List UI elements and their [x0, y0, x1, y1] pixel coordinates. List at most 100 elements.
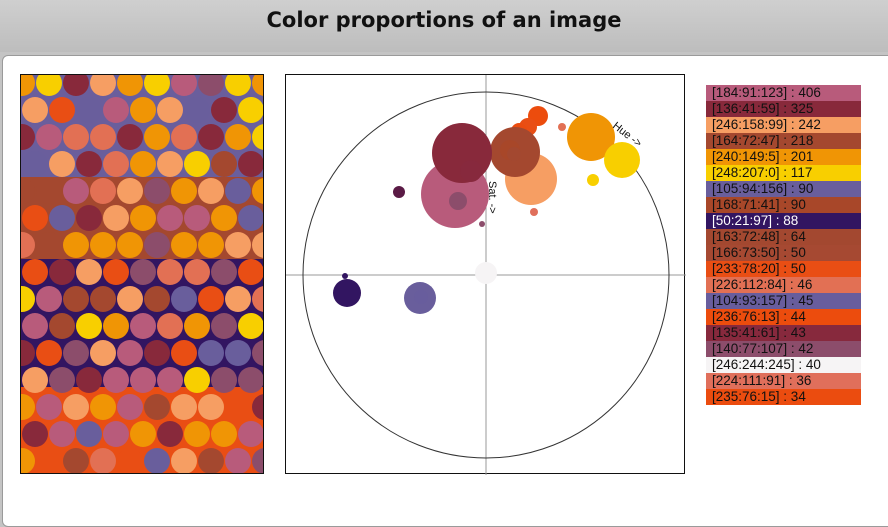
mosaic-dot	[90, 75, 116, 96]
mosaic-dot	[171, 448, 197, 473]
color-bubbles	[333, 106, 640, 314]
mosaic-dot	[157, 97, 183, 123]
mosaic-dot	[90, 448, 116, 473]
legend-entry: [248:207:0] : 117	[706, 165, 861, 181]
mosaic-dot	[157, 367, 183, 393]
mosaic-dot	[157, 421, 183, 447]
mosaic-dot	[22, 205, 48, 231]
mosaic-dot	[252, 448, 263, 473]
mosaic-dot	[238, 97, 263, 123]
mosaic-dot	[36, 124, 62, 150]
mosaic-dot	[211, 151, 237, 177]
mosaic-dot	[63, 394, 89, 420]
mosaic-dot	[198, 286, 224, 312]
mosaic-dot	[63, 340, 89, 366]
mosaic-dot	[184, 313, 210, 339]
mosaic-dot	[22, 421, 48, 447]
mosaic-dot	[252, 124, 263, 150]
mosaic-dot	[90, 394, 116, 420]
mosaic-dot	[21, 286, 35, 312]
mosaic-dot	[252, 232, 263, 258]
mosaic-dot	[49, 313, 75, 339]
mosaic-dot	[22, 97, 48, 123]
mosaic-dot	[130, 97, 156, 123]
mosaic-dot	[49, 205, 75, 231]
bubble-50-21-97-small	[342, 273, 348, 279]
mosaic-dot	[171, 124, 197, 150]
mosaic-dot	[252, 394, 263, 420]
mosaic-dot	[157, 259, 183, 285]
source-image	[20, 74, 264, 474]
legend-entry: [140:77:107] : 42	[706, 341, 861, 357]
bubble-dark-small	[393, 186, 405, 198]
mosaic-dot	[198, 394, 224, 420]
mosaic-dot	[21, 448, 35, 473]
mosaic-dot	[36, 75, 62, 96]
mosaic-dot	[103, 97, 129, 123]
mosaic-dot	[157, 205, 183, 231]
mosaic-dot	[90, 286, 116, 312]
bubble-50-21-97	[333, 279, 361, 307]
mosaic-dot	[252, 75, 263, 96]
mosaic-dot	[130, 421, 156, 447]
color-legend: [184:91:123] : 406 [136:41:59] : 325 [246:…	[706, 85, 861, 405]
mosaic-dot	[144, 232, 170, 258]
legend-entry: [236:76:13] : 44	[706, 309, 861, 325]
mosaic-dot	[144, 394, 170, 420]
mosaic-dot	[90, 232, 116, 258]
mosaic-dot	[211, 367, 237, 393]
bubble-135-41-61	[460, 160, 482, 182]
mosaic-dot	[225, 340, 251, 366]
legend-entry: [136:41:59] : 325	[706, 101, 861, 117]
mosaic-dot	[144, 286, 170, 312]
mosaic-dot	[22, 367, 48, 393]
mosaic-dot	[90, 178, 116, 204]
legend-entry: [246:158:99] : 242	[706, 117, 861, 133]
title-bar: Color proportions of an image	[0, 0, 888, 52]
mosaic-dot	[144, 178, 170, 204]
mosaic-dot	[225, 232, 251, 258]
mosaic-dot	[225, 75, 251, 96]
mosaic-dot	[22, 313, 48, 339]
mosaic-dot	[21, 394, 35, 420]
mosaic-dot	[130, 151, 156, 177]
mosaic-dot	[198, 124, 224, 150]
mosaic-dot	[157, 313, 183, 339]
mosaic-dot	[63, 178, 89, 204]
mosaic-dot	[63, 232, 89, 258]
mosaic-dot	[117, 448, 143, 473]
mosaic-dot	[225, 394, 251, 420]
legend-entry: [246:244:245] : 40	[706, 357, 861, 373]
legend-entry: [166:73:50] : 50	[706, 245, 861, 261]
mosaic-dot	[76, 205, 102, 231]
legend-entry: [168:71:41] : 90	[706, 197, 861, 213]
mosaic-dot	[36, 232, 62, 258]
mosaic-dot	[144, 340, 170, 366]
mosaic-dot	[144, 75, 170, 96]
bubble-104-93-157	[414, 290, 428, 304]
mosaic-dot	[36, 448, 62, 473]
legend-entry: [105:94:156] : 90	[706, 181, 861, 197]
mosaic-dot	[21, 178, 35, 204]
mosaic-dot	[103, 205, 129, 231]
mosaic-dot	[21, 124, 35, 150]
mosaic-dot	[76, 97, 102, 123]
mosaic-dot	[184, 421, 210, 447]
mosaic-dot	[184, 205, 210, 231]
mosaic-dot	[90, 124, 116, 150]
mosaic-dot	[22, 151, 48, 177]
mosaic-dot	[63, 448, 89, 473]
bubble-small-pink	[479, 221, 485, 227]
mosaic-dot	[103, 259, 129, 285]
mosaic-dot	[36, 394, 62, 420]
mosaic-dot	[90, 340, 116, 366]
mosaic-dot	[211, 259, 237, 285]
mosaic-dot	[103, 367, 129, 393]
mosaic-dot	[117, 286, 143, 312]
mosaic-dot	[184, 367, 210, 393]
mosaic-dot	[184, 151, 210, 177]
legend-entry: [224:111:91] : 36	[706, 373, 861, 389]
legend-entry: [226:112:84] : 46	[706, 277, 861, 293]
mosaic-dot	[36, 286, 62, 312]
mosaic-dot	[103, 151, 129, 177]
